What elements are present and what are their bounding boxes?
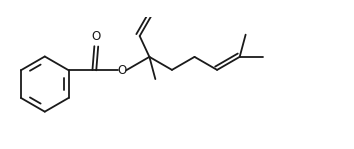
Text: O: O bbox=[118, 64, 127, 77]
Text: O: O bbox=[92, 30, 101, 44]
